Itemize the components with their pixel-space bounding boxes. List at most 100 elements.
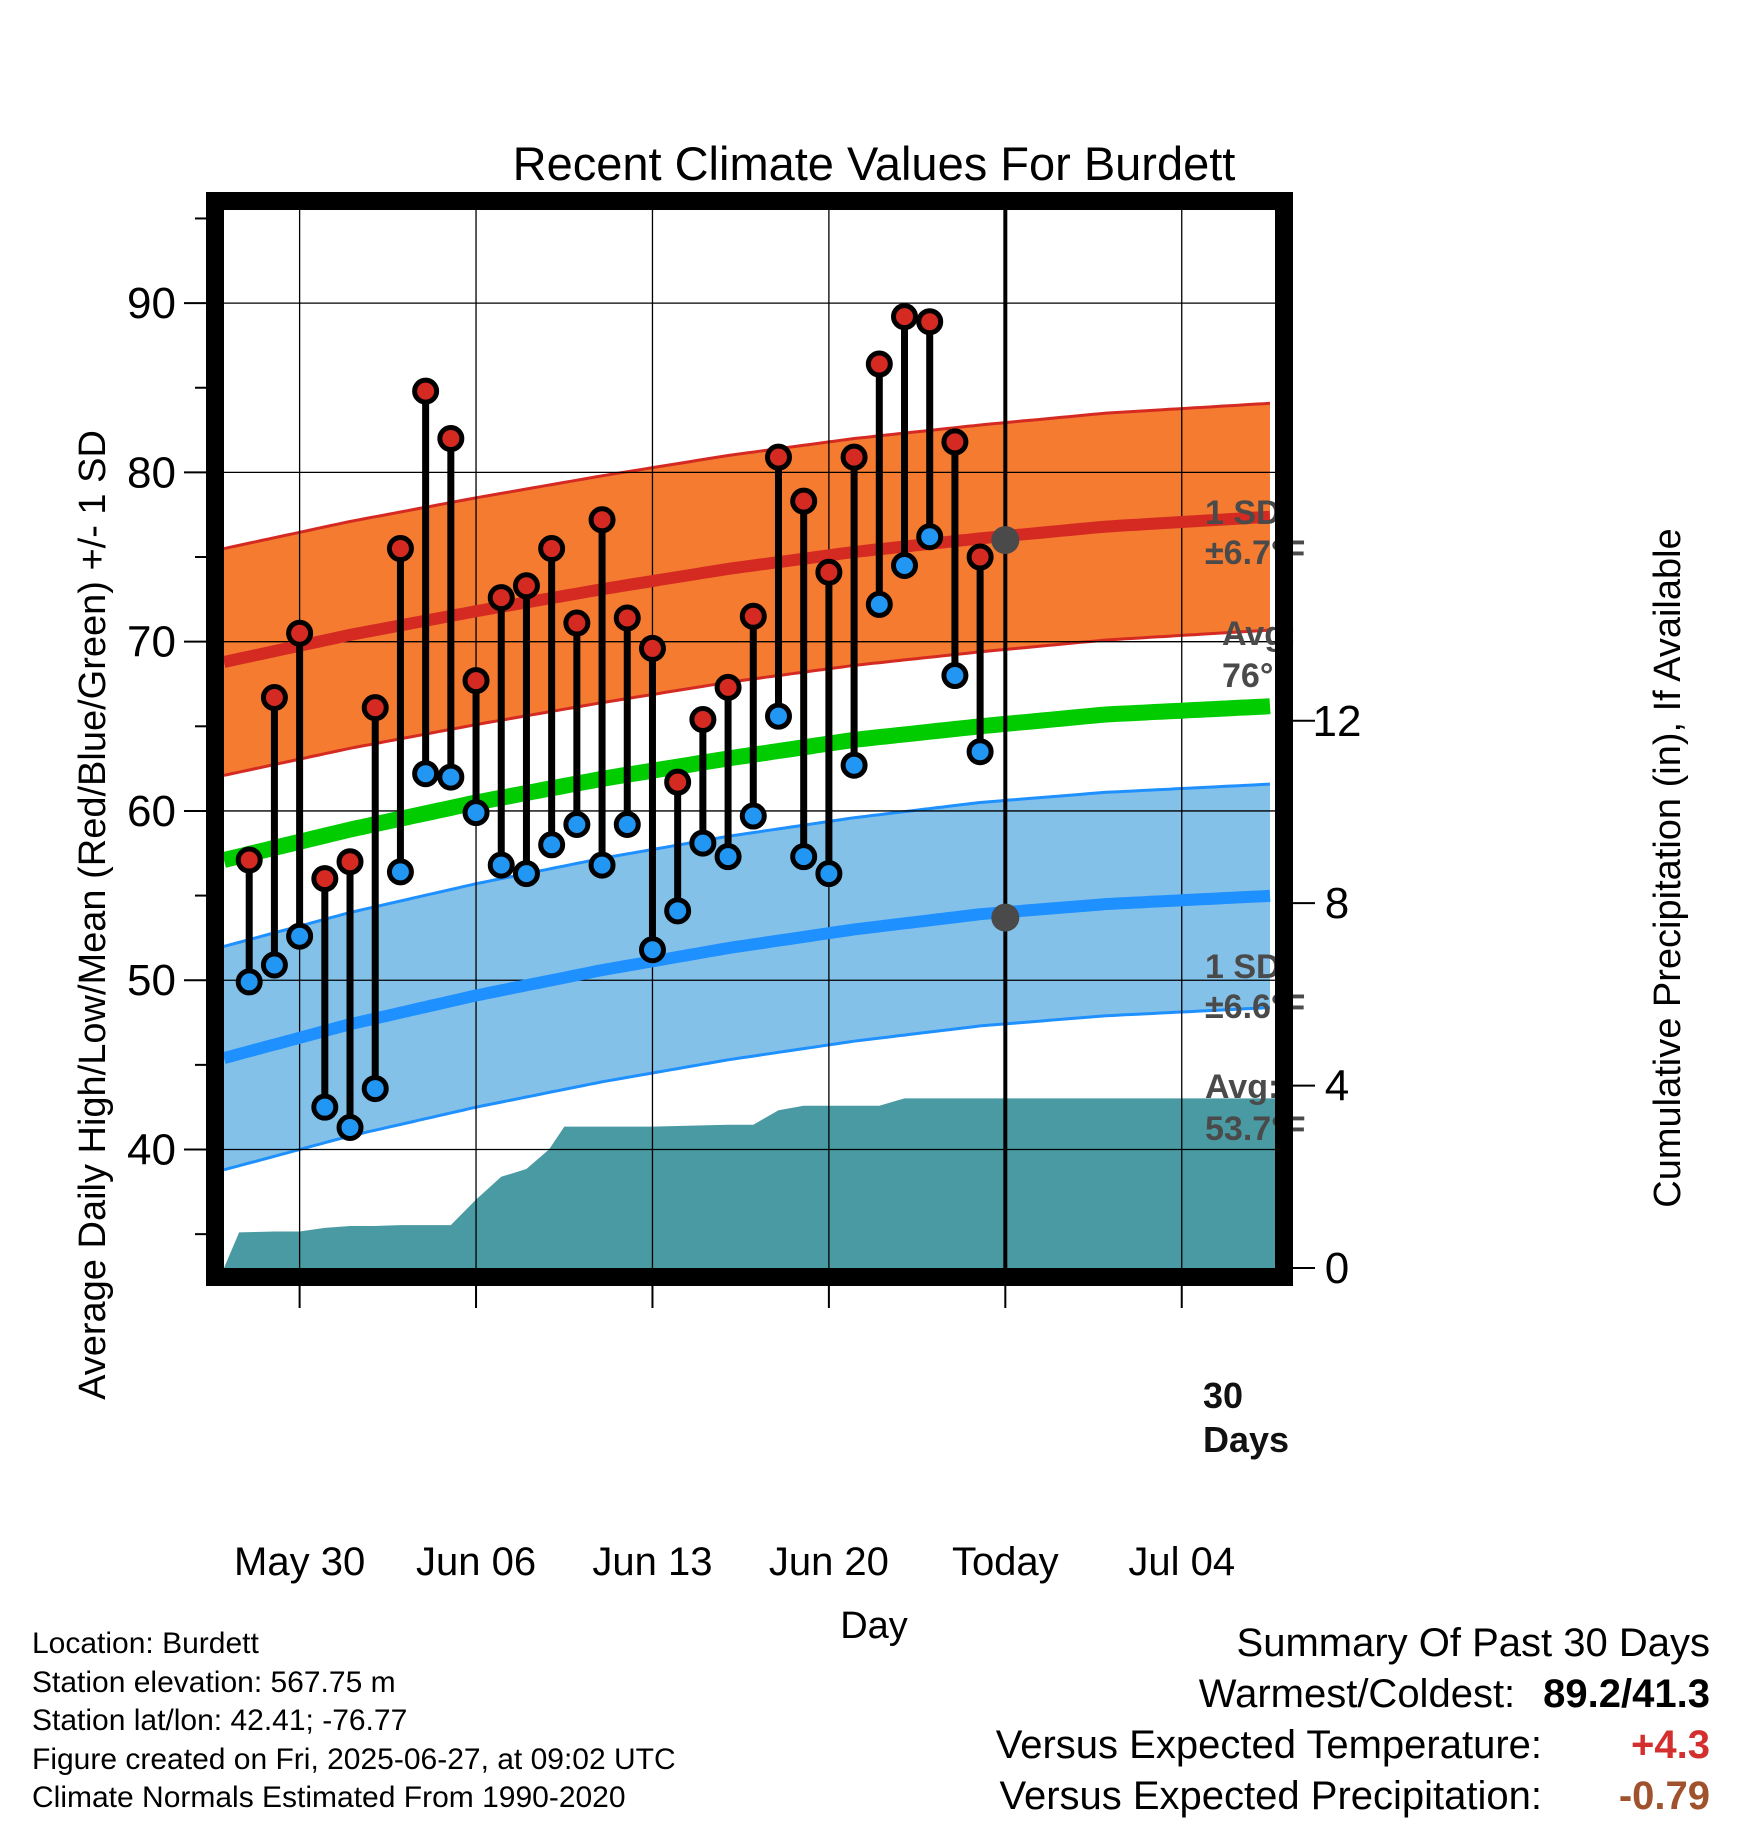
station-info: Location: Burdett Station elevation: 567… (32, 1625, 676, 1818)
low-temp-marker (538, 831, 566, 859)
high-temp-marker (714, 673, 742, 701)
low-temp-marker (487, 851, 515, 879)
low-temp-marker (588, 851, 616, 879)
high-sd-upper-edge (224, 401, 1271, 551)
x-axis-label: Day (840, 1605, 908, 1647)
high-temp-marker (512, 572, 540, 600)
warmest-label: Warmest/Coldest: (1198, 1672, 1516, 1716)
low-temp-marker (235, 968, 263, 996)
low-temp-marker (613, 810, 641, 838)
warmest-value: 89.2/41.3 (1543, 1672, 1710, 1716)
low-temp-marker (714, 843, 742, 871)
precip-value: -0.79 (1618, 1774, 1710, 1818)
x-tick-label-5: Jul 04 (1128, 1540, 1235, 1584)
created-text: Figure created on Fri, 2025-06-27, at 09… (32, 1742, 676, 1776)
low-temp-marker (563, 810, 591, 838)
y2-tick-label-3: 12 (1313, 697, 1362, 746)
high-temp-marker (412, 377, 440, 405)
location-text: Location: Burdett (32, 1627, 259, 1660)
x-tick-label-1: Jun 06 (416, 1540, 536, 1584)
high-temp-marker (865, 350, 893, 378)
high-temp-marker (437, 425, 465, 453)
high-temp-marker (563, 609, 591, 637)
low-temp-marker (386, 858, 414, 886)
summary-title: Summary Of Past 30 Days (1236, 1621, 1710, 1665)
y2-tick-label-0: 0 (1325, 1244, 1349, 1293)
high-temp-marker (260, 684, 288, 712)
low-temp-marker (739, 802, 767, 830)
low-temp-marker (916, 523, 944, 551)
summary-panel: Summary Of Past 30 Days Warmest/Coldest:… (996, 1618, 1710, 1822)
low-temp-marker (891, 551, 919, 579)
low-avg-line (224, 889, 1271, 1064)
high-temp-marker (891, 303, 919, 331)
high-temp-marker (286, 619, 314, 647)
high-temp-marker (790, 487, 818, 515)
high-temp-marker (689, 706, 717, 734)
high-temp-marker (336, 848, 364, 876)
high-temp-marker (538, 535, 566, 563)
low-temp-marker (336, 1113, 364, 1141)
low-temp-marker (966, 738, 994, 766)
low-temp-marker (462, 799, 490, 827)
x-tick-label-0: May 30 (234, 1540, 365, 1584)
y2-tick-label-1: 4 (1325, 1062, 1349, 1111)
today-days-label-number: 30 (1203, 1375, 1243, 1416)
x-tick-label-2: Jun 13 (592, 1540, 712, 1584)
low-temp-marker (286, 922, 314, 950)
precip-label: Versus Expected Precipitation: (999, 1774, 1542, 1818)
y-tick-label-0: 40 (127, 1126, 176, 1175)
high-temp-marker (664, 768, 692, 796)
low-temp-marker (790, 843, 818, 871)
y-tick-label-3: 70 (127, 618, 176, 667)
high-temp-marker (487, 584, 515, 612)
y-axis-label: Average Daily High/Low/Mean (Red/Blue/Gr… (72, 430, 114, 1400)
low-temp-marker (412, 760, 440, 788)
x-tick-label-4: Today (952, 1540, 1059, 1584)
elevation-text: Station elevation: 567.75 m (32, 1665, 396, 1699)
latlon-text: Station lat/lon: 42.41; -76.77 (32, 1704, 408, 1737)
low-avg-label-title: Avg: (1205, 1068, 1279, 1106)
low-temp-marker (815, 860, 843, 888)
temp-label: Versus Expected Temperature: (995, 1723, 1542, 1767)
summary-temp-row: Versus Expected Temperature: +4.3 (996, 1720, 1710, 1771)
low-temp-marker (260, 951, 288, 979)
low-temp-marker (311, 1093, 339, 1121)
high-temp-marker (966, 543, 994, 571)
plot-frame (206, 192, 1293, 1286)
high-temp-marker (386, 535, 414, 563)
low-temp-marker (689, 829, 717, 857)
high-temp-marker (361, 694, 389, 722)
high-temp-marker (235, 846, 263, 874)
low-temp-marker (361, 1075, 389, 1103)
high-temp-marker (588, 506, 616, 534)
low-sd-lower-edge (224, 1006, 1271, 1172)
temp-value: +4.3 (1631, 1723, 1710, 1767)
low-sd-upper-edge (224, 782, 1271, 948)
precipitation-area (224, 1098, 1275, 1268)
high-temp-marker (462, 667, 490, 695)
low-temp-marker (764, 702, 792, 730)
low-avg-today-dot (991, 903, 1020, 932)
high-avg-today-dot (991, 526, 1020, 555)
low-temp-marker (664, 897, 692, 925)
y-tick-label-5: 90 (127, 279, 176, 328)
high-temp-marker (311, 865, 339, 893)
low-temp-marker (941, 662, 969, 690)
y-tick-label-2: 60 (127, 787, 176, 836)
y-tick-label-1: 50 (127, 956, 176, 1005)
today-days-label-unit: Days (1203, 1419, 1289, 1460)
high-temp-marker (739, 602, 767, 630)
high-temp-marker (815, 558, 843, 586)
normals-text: Climate Normals Estimated From 1990-2020 (32, 1781, 626, 1814)
low-temp-marker (437, 763, 465, 791)
x-tick-label-3: Jun 20 (769, 1540, 889, 1584)
high-temp-marker (764, 443, 792, 471)
summary-precip-row: Versus Expected Precipitation: -0.79 (996, 1771, 1710, 1822)
low-temp-marker (638, 936, 666, 964)
y2-tick-label-2: 8 (1325, 879, 1349, 928)
y2-axis-label: Cumulative Precipitation (in), If Availa… (1647, 528, 1689, 1207)
y-tick-label-4: 80 (127, 448, 176, 497)
high-temp-marker (840, 443, 868, 471)
